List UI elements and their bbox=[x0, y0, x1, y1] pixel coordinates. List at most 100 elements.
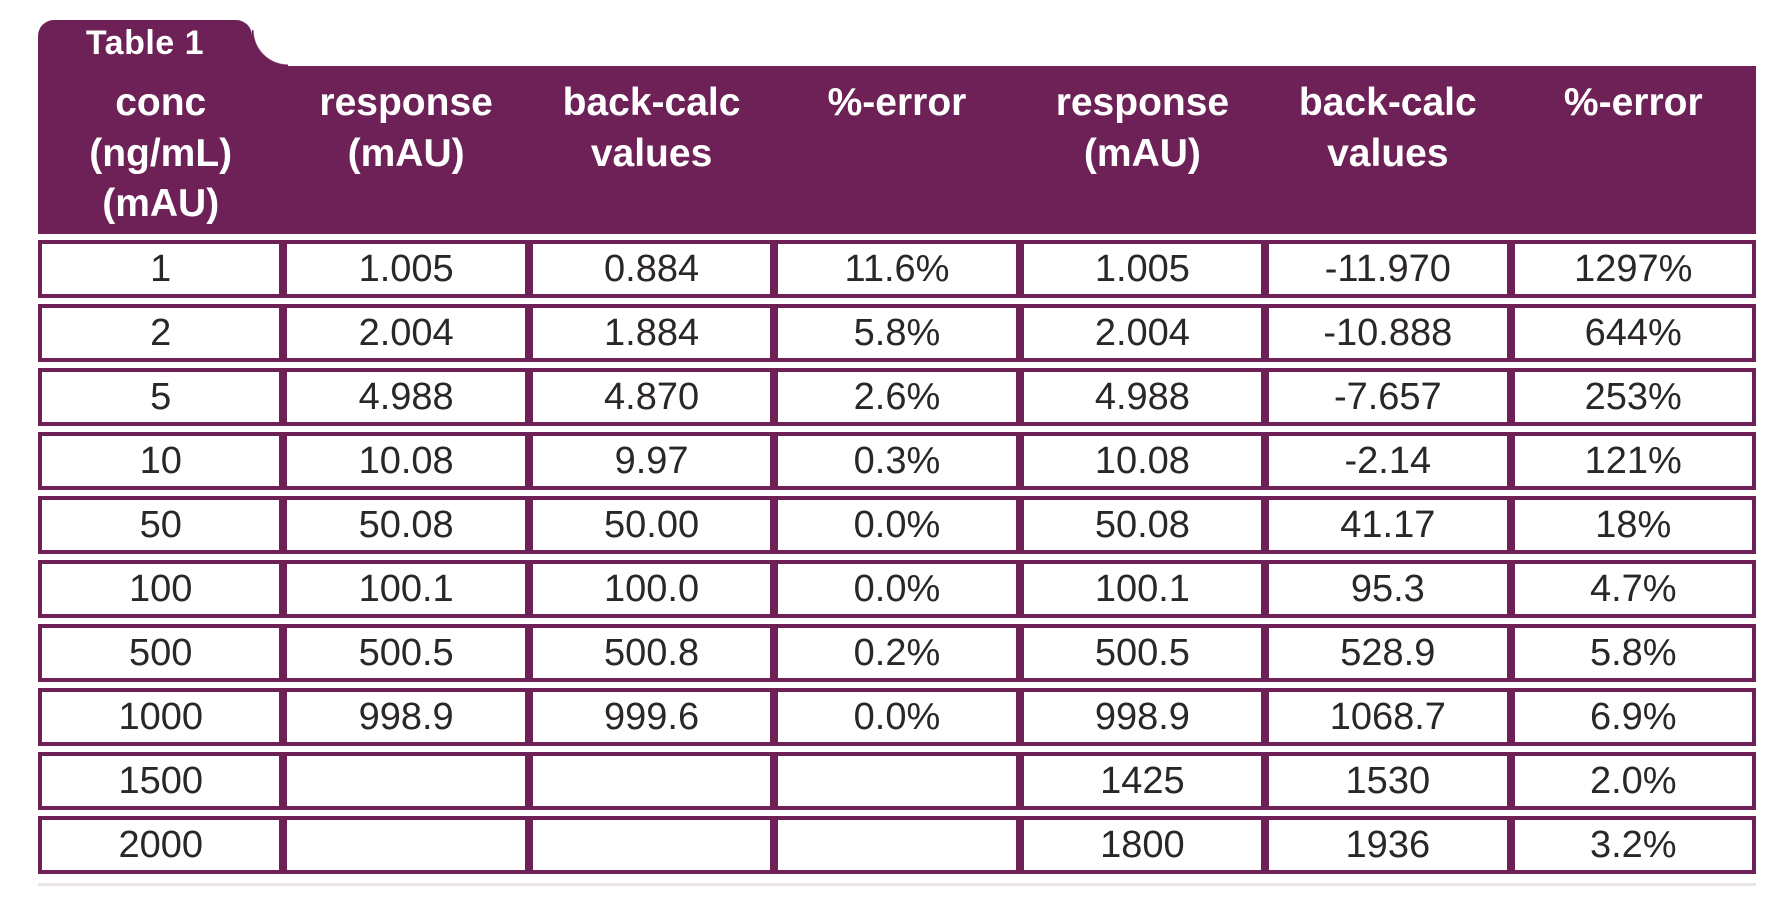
table-title-tab: Table 1 bbox=[38, 20, 288, 66]
table-cell: 100.1 bbox=[1019, 560, 1266, 618]
header-line: response bbox=[319, 81, 493, 124]
table-cell: 10.08 bbox=[283, 432, 529, 490]
header-line: (ng/mL) bbox=[89, 131, 233, 175]
table-cell: 4.988 bbox=[1019, 368, 1266, 426]
table-row: 1 1.005 0.884 11.6% 1.005 -11.970 1297% bbox=[38, 240, 1756, 298]
table-cell: 2.004 bbox=[283, 304, 529, 362]
column-header-conc: conc (ng/mL) (mAU) bbox=[38, 66, 284, 234]
table-row: 2 2.004 1.884 5.8% 2.004 -10.888 644% bbox=[38, 304, 1756, 362]
table-header: conc (ng/mL) (mAU) response (mAU) back-calc va… bbox=[38, 66, 1756, 234]
table-cell: 0.0% bbox=[774, 496, 1020, 554]
table-cell: -10.888 bbox=[1265, 304, 1511, 362]
column-header-pct-error-2: %-error bbox=[1510, 66, 1756, 234]
table-cell: 95.3 bbox=[1265, 560, 1511, 618]
header-line: (mAU) bbox=[1083, 131, 1201, 175]
column-header-back-calc-2: back-calc values bbox=[1265, 66, 1511, 234]
header-line: (mAU) bbox=[102, 182, 220, 226]
table-cell: 1936 bbox=[1265, 816, 1511, 874]
table-cell: -2.14 bbox=[1265, 432, 1511, 490]
table-cell: 10.08 bbox=[1019, 432, 1266, 490]
table-row: 50 50.08 50.00 0.0% 50.08 41.17 18% bbox=[38, 496, 1756, 554]
table-cell: 500.5 bbox=[283, 624, 529, 682]
table-row: 500 500.5 500.8 0.2% 500.5 528.9 5.8% bbox=[38, 624, 1756, 682]
table-cell: 4.7% bbox=[1510, 560, 1756, 618]
header-line: %-error bbox=[1563, 81, 1703, 124]
table-cell: 121% bbox=[1510, 432, 1756, 490]
table-cell: 1297% bbox=[1510, 240, 1756, 298]
table-cell: 500.5 bbox=[1019, 624, 1266, 682]
table-row: 10 10.08 9.97 0.3% 10.08 -2.14 121% bbox=[38, 432, 1756, 490]
table-cell: 1.884 bbox=[528, 304, 775, 362]
table-cell: 2.6% bbox=[774, 368, 1020, 426]
header-line: values bbox=[590, 131, 713, 175]
table-cell bbox=[774, 816, 1020, 874]
table-row: 5 4.988 4.870 2.6% 4.988 -7.657 253% bbox=[38, 368, 1756, 426]
table-cell: 2000 bbox=[38, 816, 284, 874]
header-line: back-calc bbox=[1298, 81, 1477, 124]
table-cell: 10 bbox=[38, 432, 284, 490]
table-cell bbox=[528, 752, 775, 810]
table-row: 1000 998.9 999.6 0.0% 998.9 1068.7 6.9% bbox=[38, 688, 1756, 746]
table-cell bbox=[283, 816, 529, 874]
table-cell: -7.657 bbox=[1265, 368, 1511, 426]
table-cell: 1 bbox=[38, 240, 284, 298]
table-row: 2000 1800 1936 3.2% bbox=[38, 816, 1756, 874]
table-cell: -11.970 bbox=[1265, 240, 1511, 298]
table-cell: 3.2% bbox=[1510, 816, 1756, 874]
table-cell: 644% bbox=[1510, 304, 1756, 362]
table-cell: 2.004 bbox=[1019, 304, 1266, 362]
header-line: conc bbox=[115, 81, 207, 124]
column-header-response-2: response (mAU) bbox=[1019, 66, 1266, 234]
table-cell: 41.17 bbox=[1265, 496, 1511, 554]
header-line: (mAU) bbox=[347, 131, 465, 175]
table-figure: Table 1 conc (ng/mL) (mAU) response (mAU) bac… bbox=[38, 20, 1756, 886]
table-cell: 0.2% bbox=[774, 624, 1020, 682]
table-cell: 11.6% bbox=[774, 240, 1020, 298]
header-line: back-calc bbox=[562, 81, 741, 124]
table-cell: 100.1 bbox=[283, 560, 529, 618]
table-cell: 100.0 bbox=[528, 560, 775, 618]
column-header-response-1: response (mAU) bbox=[283, 66, 529, 234]
table-cell: 50 bbox=[38, 496, 284, 554]
calibration-table: conc (ng/mL) (mAU) response (mAU) back-calc va… bbox=[38, 60, 1756, 880]
table-cell: 998.9 bbox=[283, 688, 529, 746]
column-header-back-calc-1: back-calc values bbox=[528, 66, 775, 234]
column-header-pct-error-1: %-error bbox=[774, 66, 1020, 234]
table-cell: 100 bbox=[38, 560, 284, 618]
table-cell: 998.9 bbox=[1019, 688, 1266, 746]
table-cell: 2.0% bbox=[1510, 752, 1756, 810]
table-row: 100 100.1 100.0 0.0% 100.1 95.3 4.7% bbox=[38, 560, 1756, 618]
table-cell: 1530 bbox=[1265, 752, 1511, 810]
table-cell: 1068.7 bbox=[1265, 688, 1511, 746]
header-line: response bbox=[1055, 81, 1230, 124]
table-cell: 50.00 bbox=[528, 496, 775, 554]
table-cell: 4.870 bbox=[528, 368, 775, 426]
header-row: conc (ng/mL) (mAU) response (mAU) back-calc va… bbox=[38, 66, 1756, 234]
table-cell bbox=[774, 752, 1020, 810]
table-cell: 9.97 bbox=[528, 432, 775, 490]
table-body: 1 1.005 0.884 11.6% 1.005 -11.970 1297% 2 2.004 1… bbox=[38, 240, 1756, 874]
table-cell: 5.8% bbox=[774, 304, 1020, 362]
table-cell: 0.0% bbox=[774, 688, 1020, 746]
table-cell: 1800 bbox=[1019, 816, 1266, 874]
table-cell: 500.8 bbox=[528, 624, 775, 682]
table-cell: 5.8% bbox=[1510, 624, 1756, 682]
table-cell: 1000 bbox=[38, 688, 284, 746]
table-cell: 253% bbox=[1510, 368, 1756, 426]
table-cell: 528.9 bbox=[1265, 624, 1511, 682]
header-line: %-error bbox=[827, 81, 967, 124]
table-row: 1500 1425 1530 2.0% bbox=[38, 752, 1756, 810]
table-cell: 2 bbox=[38, 304, 284, 362]
table-cell: 0.884 bbox=[528, 240, 775, 298]
table-cell: 1.005 bbox=[283, 240, 529, 298]
table-cell: 50.08 bbox=[1019, 496, 1266, 554]
table-cell: 4.988 bbox=[283, 368, 529, 426]
table-cell bbox=[283, 752, 529, 810]
table-cell: 0.3% bbox=[774, 432, 1020, 490]
table-cell: 0.0% bbox=[774, 560, 1020, 618]
table-cell: 1.005 bbox=[1019, 240, 1266, 298]
table-cell: 5 bbox=[38, 368, 284, 426]
table-cell: 18% bbox=[1510, 496, 1756, 554]
table-title: Table 1 bbox=[85, 23, 205, 62]
table-cell: 50.08 bbox=[283, 496, 529, 554]
